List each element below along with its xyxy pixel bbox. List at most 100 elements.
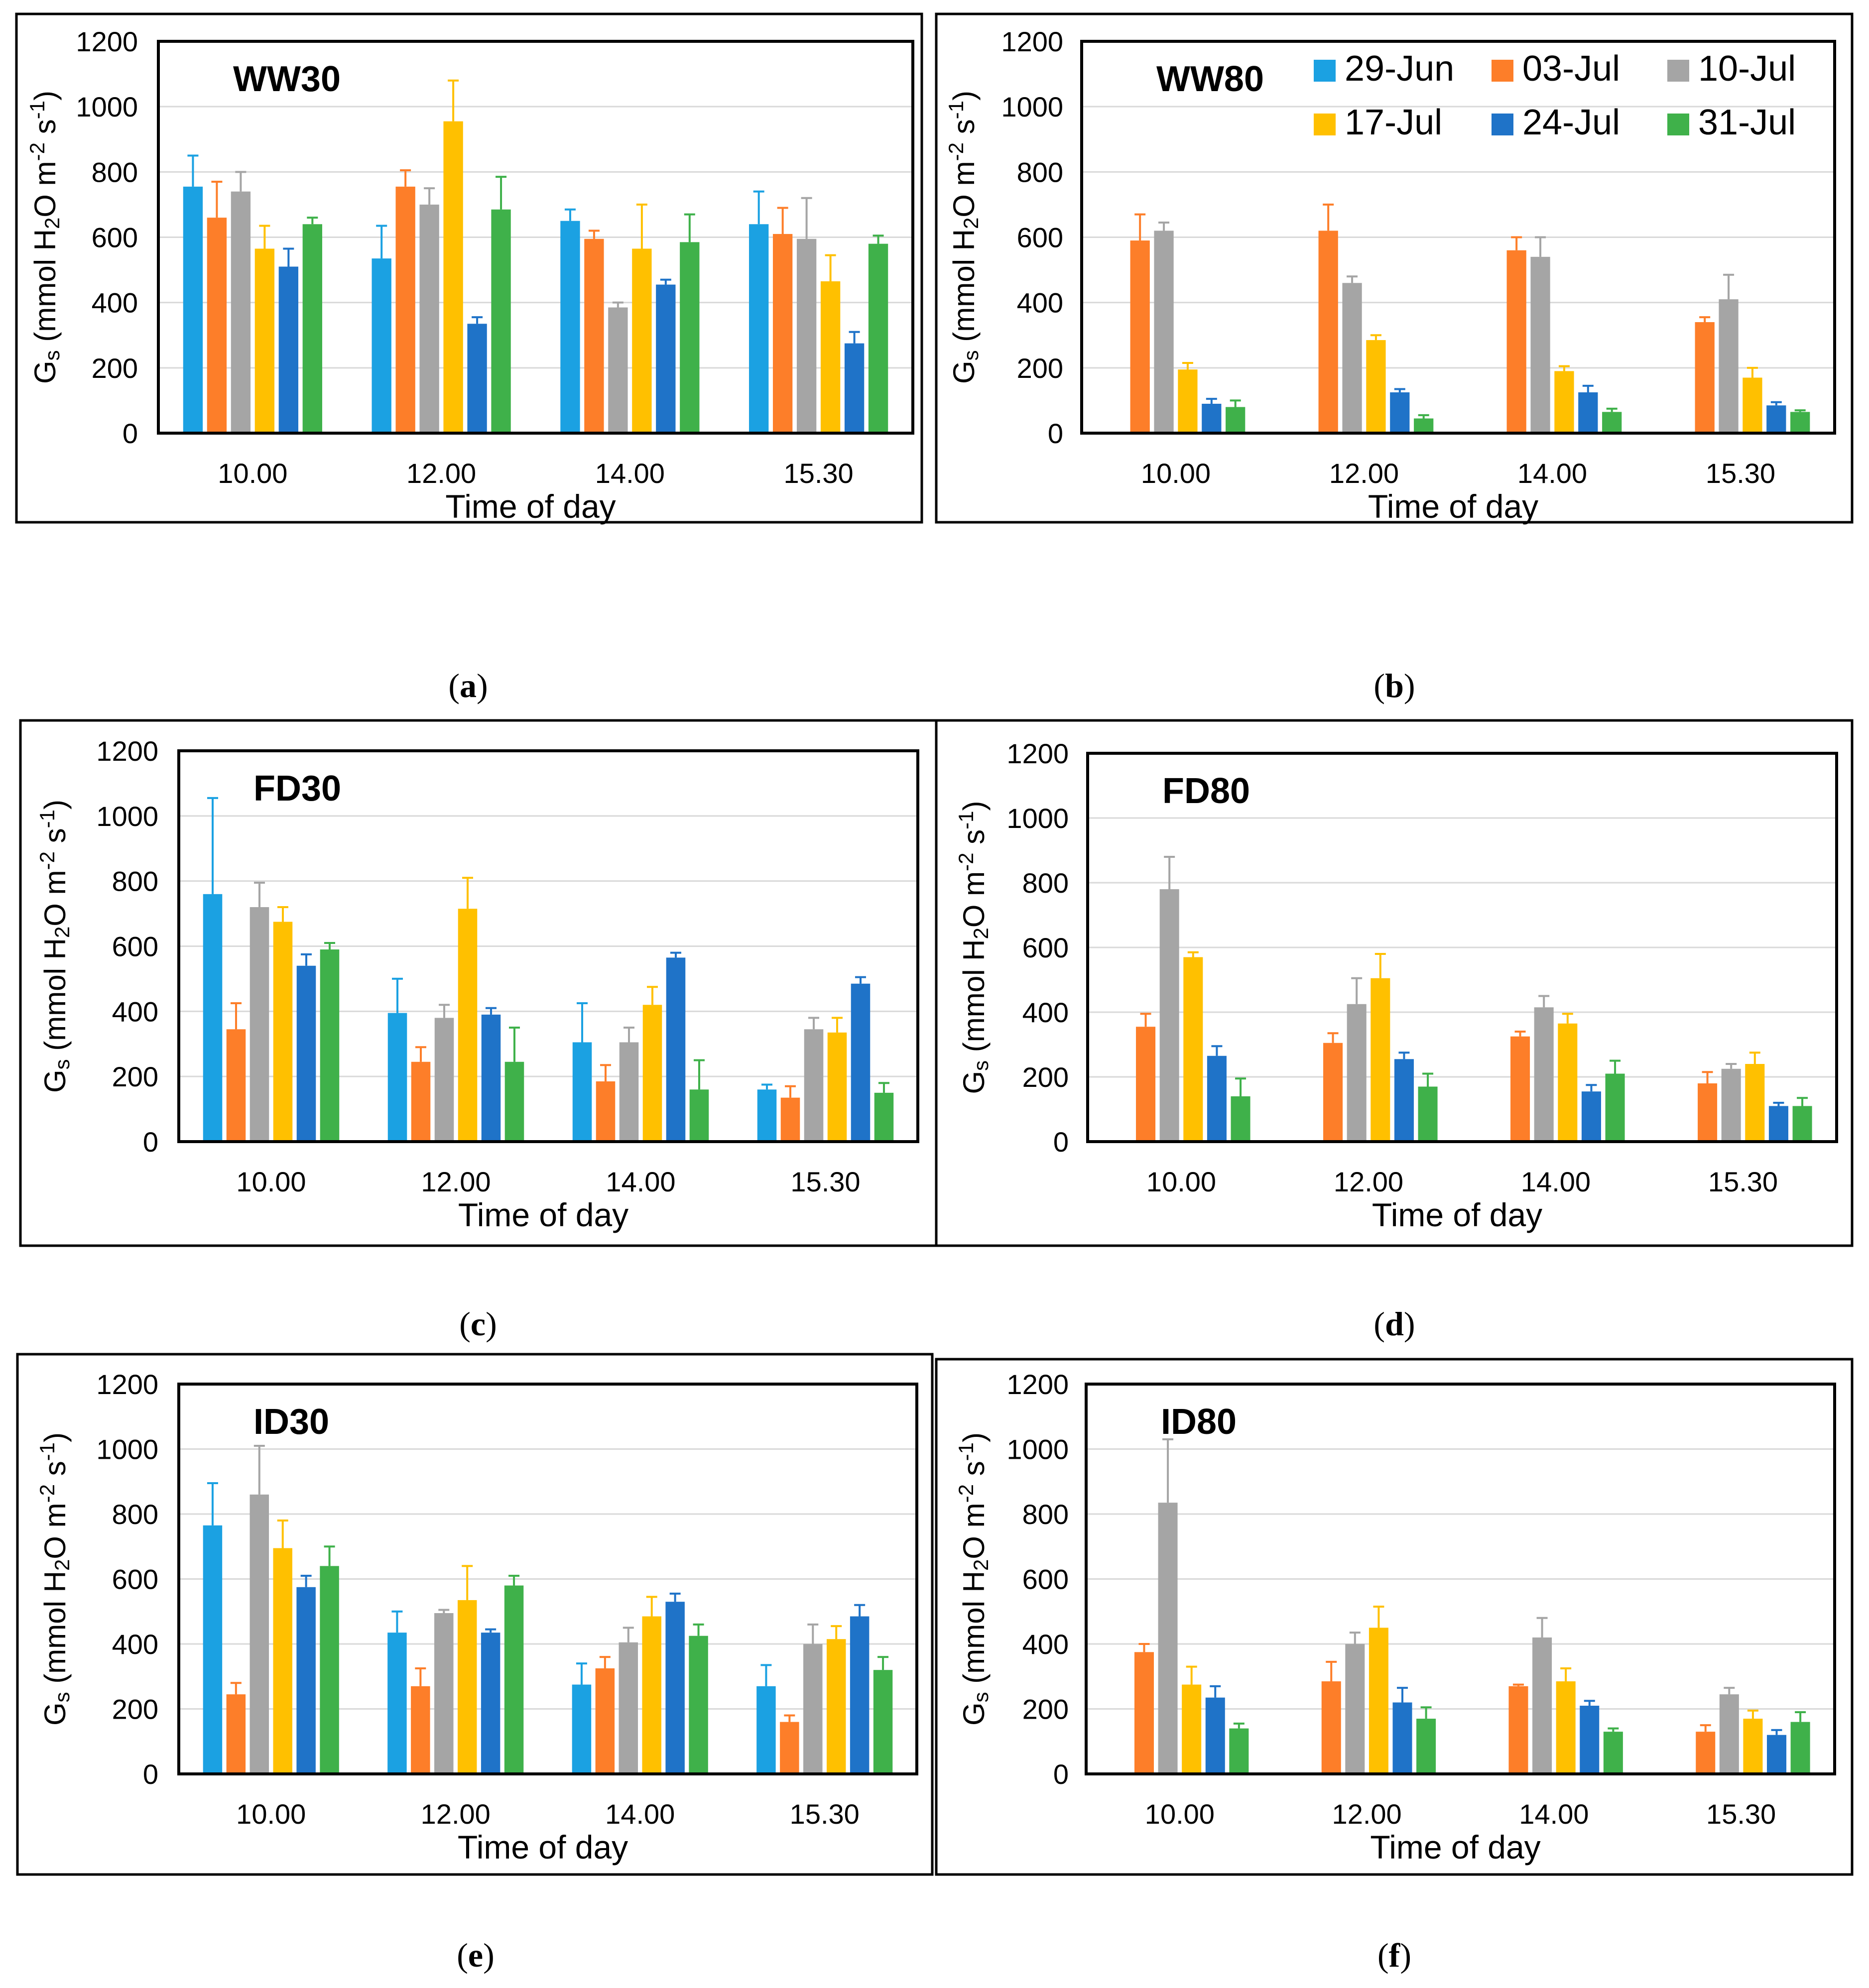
bar-03-Jul-10.00 (207, 218, 227, 433)
bar-10-Jul-15.30 (1719, 299, 1739, 433)
y-tick-label: 1000 (96, 1434, 158, 1465)
y-tick-label: 400 (112, 996, 158, 1027)
y-tick-label: 400 (1022, 1629, 1069, 1660)
x-axis-title: Time of day (1370, 1829, 1540, 1866)
bar-24-Jul-14.00 (1581, 1091, 1601, 1142)
bar-03-Jul-14.00 (595, 1668, 615, 1774)
bar-24-Jul-10.00 (1205, 1697, 1225, 1774)
bar-31-Jul-10.00 (302, 224, 322, 433)
bar-31-Jul-12.00 (1414, 418, 1434, 433)
bar-31-Jul-15.30 (868, 243, 888, 433)
panel-title: ID80 (1161, 1402, 1237, 1442)
panel-frame (935, 1358, 1854, 1876)
bar-17-Jul-12.00 (1371, 978, 1390, 1142)
legend: 29-Jun 03-Jul 10-Jul 17-Jul 24-Jul 31-Jul (1314, 49, 1796, 142)
y-tick-label: 0 (1053, 1126, 1069, 1158)
y-tick-label: 1000 (1006, 803, 1069, 834)
plot-area-frame (157, 40, 914, 435)
panel-caption: (b) (1373, 667, 1415, 704)
bar-17-Jul-12.00 (1366, 340, 1386, 433)
bar-24-Jul-14.00 (665, 1602, 685, 1774)
panel-caption: (c) (459, 1305, 497, 1343)
bar-10-Jul-14.00 (608, 307, 628, 433)
bar-17-Jul-10.00 (1178, 369, 1198, 433)
y-tick-label: 0 (1048, 418, 1063, 449)
bar-24-Jul-14.00 (656, 284, 676, 433)
bar-10-Jul-14.00 (1532, 1637, 1552, 1774)
y-tick-label: 400 (92, 287, 138, 319)
x-tick-label: 14.00 (606, 1166, 675, 1197)
bar-24-Jul-10.00 (1202, 403, 1222, 433)
bar-10-Jul-12.00 (434, 1613, 454, 1774)
bar-17-Jul-15.30 (820, 281, 841, 433)
y-tick-label: 1000 (1001, 91, 1063, 122)
legend-label: 29-Jun (1345, 49, 1454, 89)
y-tick-label: 200 (1022, 1694, 1069, 1725)
y-tick-label: 0 (123, 418, 138, 449)
bar-31-Jul-14.00 (1602, 412, 1622, 433)
x-tick-label: 12.00 (421, 1798, 491, 1830)
bar-29-Jun-10.00 (203, 894, 223, 1142)
bar-24-Jul-12.00 (1390, 392, 1410, 433)
plot-area-frame (177, 1383, 918, 1775)
chart-panel-f: 0 200 400 600 800 1000 1200 10.00 12.00 14.00 15.3… (935, 1358, 1854, 1974)
x-tick-label: 12.00 (1334, 1166, 1403, 1197)
bar-17-Jul-14.00 (642, 1005, 662, 1142)
bar-24-Jul-15.30 (844, 343, 865, 433)
x-tick-label: 10.00 (236, 1166, 306, 1197)
y-tick-label: 1000 (76, 91, 138, 122)
bar-24-Jul-12.00 (467, 324, 487, 433)
bar-29-Jun-14.00 (572, 1042, 592, 1142)
bar-31-Jul-15.30 (873, 1670, 893, 1774)
bar-03-Jul-14.00 (1510, 1036, 1530, 1142)
y-tick-label: 1200 (1006, 1369, 1069, 1400)
bar-17-Jul-15.30 (1743, 1719, 1763, 1774)
bar-17-Jul-14.00 (642, 1616, 661, 1774)
bar-10-Jul-12.00 (419, 204, 439, 433)
bar-29-Jun-14.00 (572, 1684, 592, 1774)
bar-10-Jul-10.00 (1154, 231, 1174, 433)
bar-03-Jul-10.00 (1136, 1027, 1156, 1142)
bar-29-Jun-15.30 (749, 224, 769, 433)
y-tick-label: 600 (92, 222, 138, 253)
bar-17-Jul-10.00 (1182, 1684, 1202, 1774)
bar-17-Jul-14.00 (1558, 1023, 1578, 1142)
legend-swatch (1492, 114, 1513, 135)
y-axis-title: Gs (mmol H2O m-2 s-1) (954, 1432, 992, 1726)
bar-29-Jun-12.00 (387, 1013, 407, 1142)
plot-area-frame (1080, 40, 1836, 435)
bar-31-Jul-12.00 (504, 1585, 524, 1774)
x-tick-label: 14.00 (1517, 458, 1587, 489)
x-tick-label: 14.00 (1519, 1798, 1589, 1830)
bar-31-Jul-12.00 (1416, 1719, 1436, 1774)
bar-29-Jun-14.00 (560, 221, 580, 433)
bar-24-Jul-12.00 (481, 1633, 500, 1774)
bar-03-Jul-12.00 (1318, 231, 1338, 433)
bar-31-Jul-15.30 (1790, 1722, 1810, 1774)
bar-31-Jul-12.00 (1418, 1086, 1438, 1142)
x-axis-title: Time of day (458, 1196, 628, 1233)
y-tick-label: 0 (143, 1758, 158, 1790)
bar-03-Jul-14.00 (1508, 1686, 1528, 1774)
x-tick-label: 15.30 (784, 458, 854, 489)
panel-title: FD30 (253, 769, 341, 809)
y-tick-label: 1200 (96, 735, 158, 767)
bar-03-Jul-10.00 (1130, 240, 1150, 433)
x-tick-label: 15.30 (790, 1798, 860, 1830)
y-tick-label: 0 (143, 1126, 158, 1158)
legend-swatch (1667, 60, 1689, 82)
bar-17-Jul-12.00 (1369, 1628, 1388, 1774)
bar-10-Jul-12.00 (1342, 283, 1362, 433)
x-axis-title: Time of day (1372, 1196, 1542, 1233)
panel-frame (935, 12, 1854, 524)
x-tick-label: 10.00 (218, 458, 287, 489)
bar-31-Jul-10.00 (1231, 1096, 1250, 1142)
bar-03-Jul-15.30 (1698, 1083, 1718, 1142)
bar-03-Jul-12.00 (411, 1686, 430, 1774)
bar-10-Jul-10.00 (1158, 1503, 1178, 1774)
x-tick-label: 10.00 (1141, 458, 1211, 489)
bar-24-Jul-15.30 (1767, 1735, 1787, 1774)
panel-title: FD80 (1162, 771, 1250, 811)
bar-10-Jul-14.00 (619, 1642, 638, 1774)
bar-03-Jul-12.00 (1321, 1681, 1341, 1774)
